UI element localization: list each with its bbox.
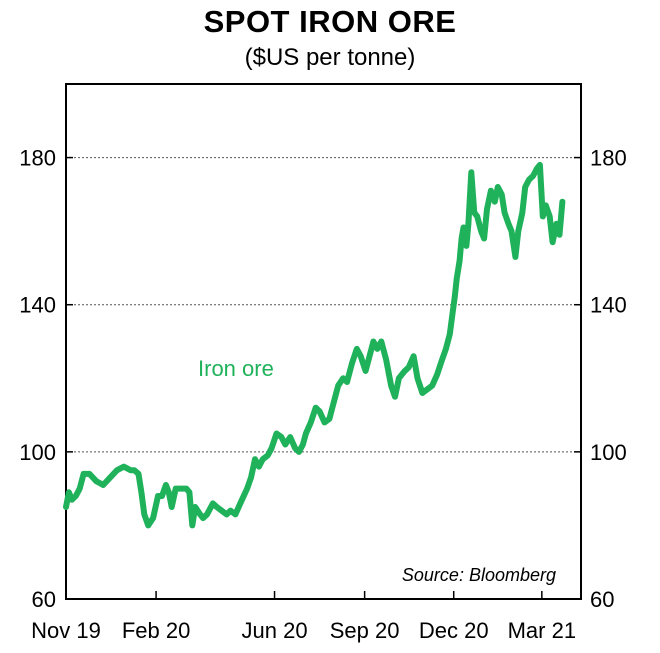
x-tick-label-1: Feb 20 (122, 618, 191, 643)
y-tick-label-left-100: 100 (19, 440, 56, 465)
y-tick-label-right-100: 100 (590, 440, 627, 465)
source-annotation: Source: Bloomberg (402, 565, 556, 585)
series-layer (63, 161, 566, 529)
axis-ticks (65, 156, 581, 600)
grid-lines (66, 157, 581, 453)
y-tick-label-left-60: 60 (32, 587, 56, 612)
y-tick-label-right-60: 60 (590, 587, 614, 612)
x-tick-label-2: Jun 20 (242, 618, 308, 643)
x-tick-label-4: Dec 20 (419, 618, 489, 643)
y-tick-label-right-140: 140 (590, 293, 627, 318)
plot-area-frame (65, 83, 582, 600)
axis-labels: 60 60 100 100 140 140 180 180 Nov 19 Feb 20 Jun 20… (19, 146, 626, 643)
y-tick-label-left-140: 140 (19, 293, 56, 318)
chart-subtitle: ($US per tonne) (244, 44, 416, 71)
chart-title: SPOT IRON ORE (203, 4, 457, 39)
series-label-iron-ore: Iron ore (198, 356, 274, 381)
y-tick-label-right-180: 180 (590, 146, 627, 171)
x-tick-label-5: Mar 21 (508, 618, 576, 643)
series-line-iron-ore (63, 161, 566, 529)
x-tick-label-3: Sep 20 (330, 618, 400, 643)
y-tick-label-left-180: 180 (19, 146, 56, 171)
x-tick-label-0: Nov 19 (31, 618, 101, 643)
